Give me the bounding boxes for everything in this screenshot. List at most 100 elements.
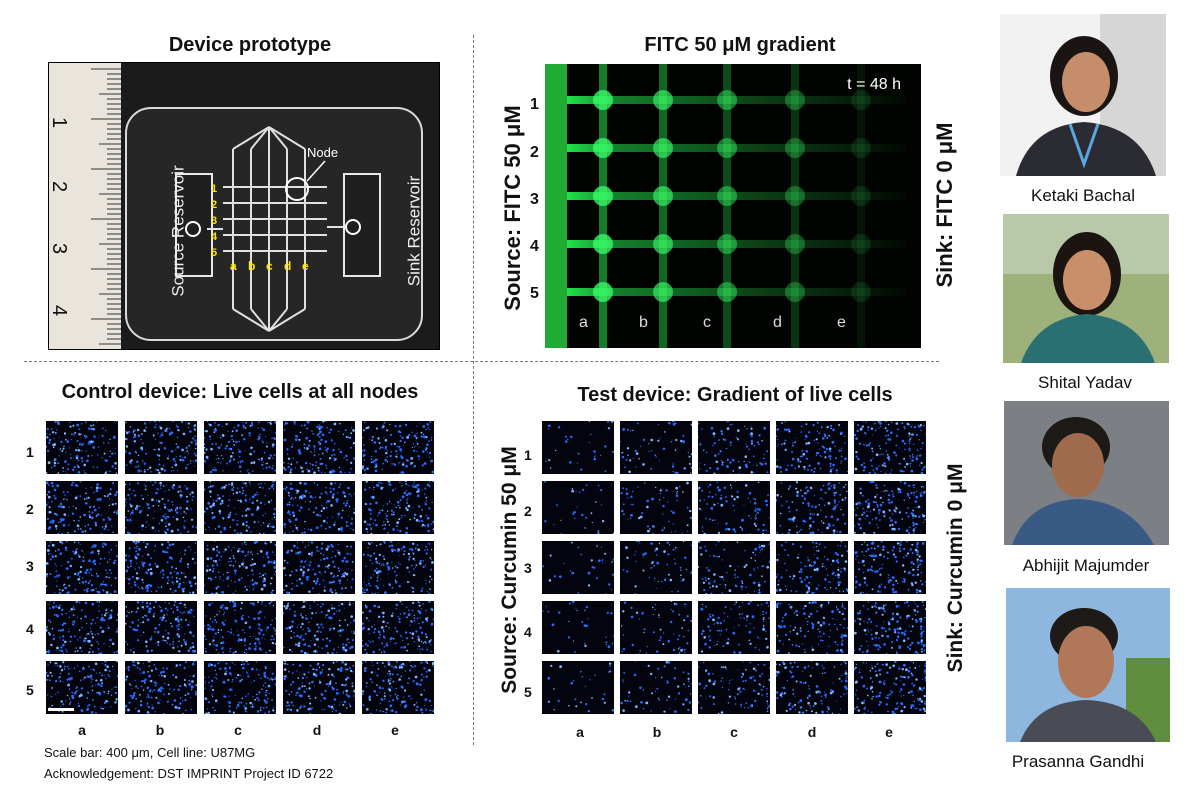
fitc-col-channel — [791, 64, 799, 348]
control-col-c: c — [234, 722, 242, 738]
portrait-icon — [1016, 14, 1166, 176]
control-col-b: b — [155, 722, 165, 738]
test-col-a: a — [576, 724, 584, 740]
fitc-row-3: 3 — [530, 191, 539, 208]
node-pointer — [306, 160, 326, 182]
fitc-row-channel — [567, 240, 907, 248]
fitc-col-channel — [857, 64, 865, 348]
microscopy-tile — [776, 421, 848, 474]
fitc-col-c: c — [703, 314, 711, 331]
proto-col-e: e — [302, 259, 309, 273]
control-col-e: e — [391, 722, 399, 738]
fitc-node — [785, 282, 805, 302]
test-col-d: d — [807, 724, 817, 740]
microscopy-tile — [204, 601, 276, 654]
microscopy-tile — [776, 481, 848, 534]
fitc-col-channel — [723, 64, 731, 348]
test-col-c: c — [730, 724, 738, 740]
microscopy-tile — [854, 541, 926, 594]
microscopy-tile — [698, 541, 770, 594]
control-row-3: 3 — [26, 558, 34, 574]
test-col-e: e — [885, 724, 893, 740]
prototype-title: Device prototype — [168, 34, 332, 56]
test-row-4: 4 — [524, 624, 532, 640]
microscopy-tile — [542, 421, 614, 474]
proto-row-4: 4 — [211, 231, 218, 243]
scale-bar — [48, 708, 74, 711]
test-row-5: 5 — [524, 684, 532, 700]
microscopy-tile — [283, 601, 355, 654]
person-name-2: Shital Yadav — [1038, 373, 1132, 392]
person-name-3: Abhijit Majumder — [1022, 556, 1150, 575]
microscopy-tile — [362, 481, 434, 534]
test-source-label: Source: Curcumin 50 μM — [498, 446, 521, 694]
fitc-node — [717, 282, 737, 302]
fitc-node — [593, 186, 613, 206]
microscopy-tile — [125, 601, 197, 654]
fitc-node — [593, 234, 613, 254]
microscopy-tile — [698, 421, 770, 474]
proto-col-b: b — [248, 259, 256, 273]
portrait-photo-1 — [1000, 14, 1166, 176]
fitc-row-channel — [567, 96, 907, 104]
microscopy-tile — [204, 481, 276, 534]
fitc-row-channel — [567, 192, 907, 200]
microscopy-tile — [125, 421, 197, 474]
proto-col-c: c — [266, 259, 273, 273]
source-reservoir — [175, 173, 213, 277]
fitc-node — [653, 90, 673, 110]
fitc-node — [851, 282, 871, 302]
control-title: Control device: Live cells at all nodes — [61, 381, 419, 403]
fitc-col-a: a — [579, 314, 588, 331]
portrait-photo-2 — [1003, 214, 1169, 363]
person-name-4: Prasanna Gandhi — [1011, 752, 1145, 771]
fitc-row-4: 4 — [530, 238, 539, 255]
microscopy-tile — [125, 661, 197, 714]
fitc-grid — [545, 64, 907, 348]
microscopy-tile — [620, 481, 692, 534]
fitc-node — [717, 90, 737, 110]
fitc-source-edge — [545, 64, 567, 348]
node-label: Node — [307, 145, 339, 160]
microscopy-tile — [362, 601, 434, 654]
fitc-row-5: 5 — [530, 285, 539, 302]
control-row-1: 1 — [26, 444, 34, 460]
fitc-node — [653, 186, 673, 206]
microscopy-tile — [283, 541, 355, 594]
node-marker — [285, 177, 309, 201]
proto-row-2: 2 — [211, 199, 218, 211]
outlet-port — [345, 219, 361, 235]
microscopy-tile — [46, 661, 118, 714]
proto-col-d: d — [284, 259, 292, 273]
device-prototype-photo: 1 2 3 4 Source Reservoir Sink Reservoir … — [48, 62, 440, 350]
ruler-ticks — [91, 68, 121, 345]
test-sink-label: Sink: Curcumin 0 μM — [944, 463, 967, 673]
proto-row-5: 5 — [211, 247, 218, 259]
portrait-icon — [1004, 401, 1169, 545]
proto-col-a: a — [230, 259, 237, 273]
microscopy-tile — [542, 541, 614, 594]
fitc-node — [785, 234, 805, 254]
microscopy-tile — [698, 481, 770, 534]
microscopy-tile — [46, 421, 118, 474]
vertical-divider — [473, 35, 474, 745]
microscopy-tile — [362, 421, 434, 474]
microscopy-tile — [620, 421, 692, 474]
test-row-2: 2 — [524, 503, 532, 519]
microscopy-tile — [125, 541, 197, 594]
microscopy-tile — [542, 601, 614, 654]
acknowledgement: Acknowledgement: DST IMPRINT Project ID … — [44, 766, 334, 781]
fitc-node — [785, 90, 805, 110]
fitc-title: FITC 50 μM gradient — [644, 34, 836, 56]
fitc-col-b: b — [639, 314, 648, 331]
microscopy-tile — [362, 541, 434, 594]
ruler-mark-3: 3 — [48, 242, 71, 255]
ruler-mark-2: 2 — [48, 180, 71, 193]
fitc-node — [851, 186, 871, 206]
control-col-d: d — [312, 722, 322, 738]
fitc-row-channel — [567, 144, 907, 152]
microscopy-tile — [854, 421, 926, 474]
microscopy-tile — [283, 481, 355, 534]
fitc-row-2: 2 — [530, 144, 539, 161]
ruler-mark-4: 4 — [48, 304, 71, 317]
